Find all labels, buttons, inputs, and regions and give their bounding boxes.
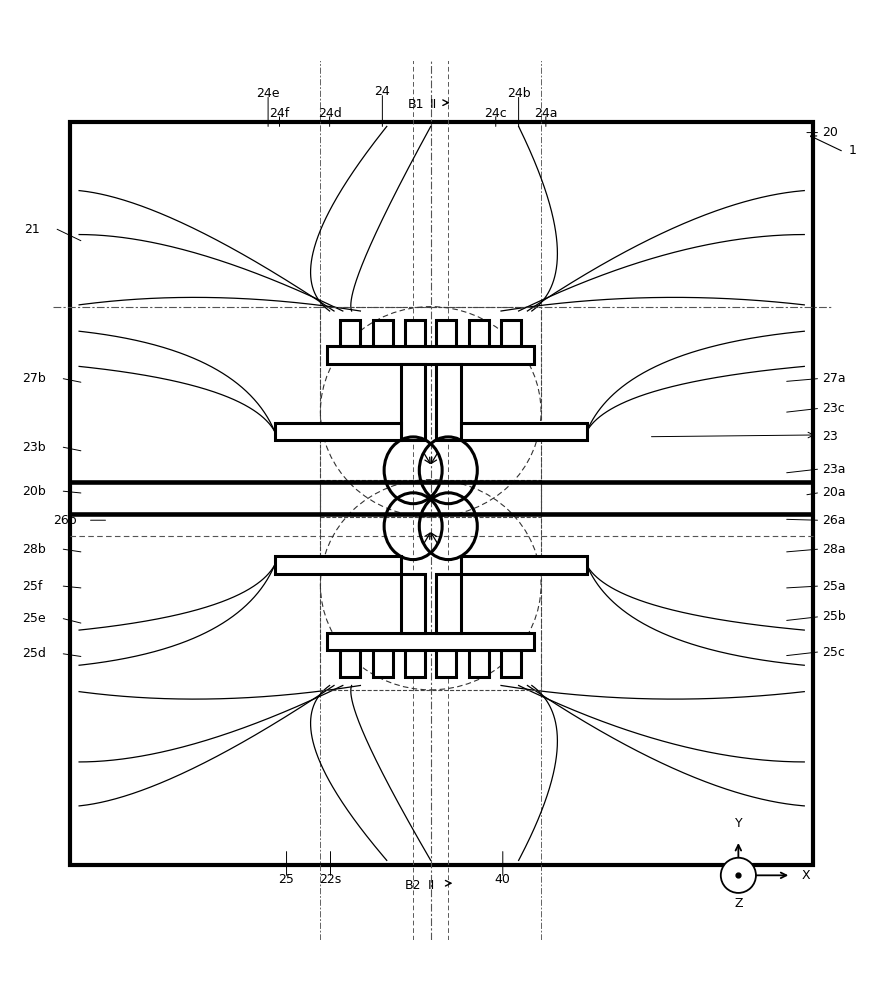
Text: 26a: 26a [821, 514, 845, 527]
Text: 28a: 28a [821, 543, 845, 556]
Bar [320, 480, 540, 690]
Bar [70, 122, 812, 865]
Bar [435, 364, 460, 440]
Text: 26b: 26b [53, 514, 76, 527]
Bar [460, 423, 586, 440]
Text: 25: 25 [278, 873, 294, 886]
Text: 25d: 25d [22, 647, 46, 660]
Text: II: II [429, 98, 436, 111]
Text: 24b: 24b [507, 87, 529, 100]
Circle shape [720, 858, 755, 893]
Bar [274, 423, 400, 440]
Bar [435, 650, 456, 677]
Bar [327, 346, 533, 364]
Bar [340, 320, 360, 346]
Text: 20a: 20a [821, 486, 845, 499]
Bar [327, 633, 533, 650]
Bar [435, 574, 460, 633]
Text: 25a: 25a [821, 580, 845, 593]
Text: 24e: 24e [256, 87, 279, 100]
Bar [405, 650, 425, 677]
Bar [460, 556, 586, 574]
Text: 23a: 23a [821, 463, 845, 476]
Text: 27a: 27a [821, 372, 845, 385]
Text: 1: 1 [847, 144, 855, 157]
Text: 24: 24 [374, 85, 390, 98]
Text: 27b: 27b [22, 372, 46, 385]
Bar [320, 307, 540, 517]
Text: X: X [801, 869, 810, 882]
Text: 20b: 20b [22, 485, 46, 498]
Bar [340, 650, 360, 677]
Text: 25f: 25f [22, 580, 42, 593]
Text: 25c: 25c [821, 646, 844, 659]
Bar [274, 556, 400, 574]
Text: II: II [428, 879, 435, 892]
Bar [468, 320, 488, 346]
Text: 23c: 23c [821, 402, 844, 415]
Text: 23b: 23b [22, 441, 46, 454]
Bar [372, 650, 392, 677]
Text: 25b: 25b [821, 610, 845, 623]
Text: 24c: 24c [484, 107, 507, 120]
Bar [400, 364, 425, 440]
Bar [468, 650, 488, 677]
Bar [435, 320, 456, 346]
Text: 24d: 24d [317, 107, 342, 120]
Text: 25e: 25e [22, 612, 46, 625]
Bar [372, 320, 392, 346]
Text: Z: Z [733, 897, 742, 910]
Text: 40: 40 [494, 873, 510, 886]
Text: 20: 20 [821, 126, 837, 139]
Text: 23: 23 [821, 430, 837, 443]
Text: 24f: 24f [269, 107, 290, 120]
Text: B1: B1 [407, 98, 424, 111]
Text: 21: 21 [25, 223, 40, 236]
Text: B2: B2 [404, 879, 421, 892]
Bar [500, 650, 521, 677]
Text: Y: Y [734, 817, 741, 830]
Text: 24a: 24a [534, 107, 557, 120]
Text: 28b: 28b [22, 543, 46, 556]
Bar [405, 320, 425, 346]
Bar [500, 320, 521, 346]
Bar [400, 574, 425, 633]
Text: 22s: 22s [319, 873, 342, 886]
